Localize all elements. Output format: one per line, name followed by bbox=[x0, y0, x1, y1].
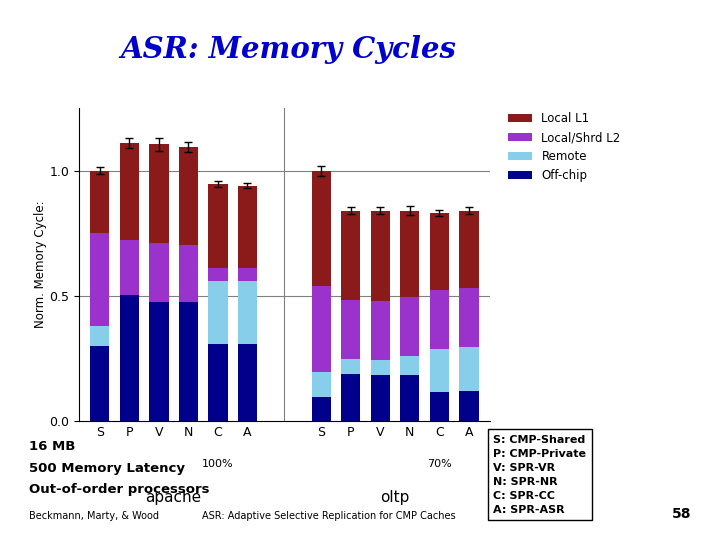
Text: 58: 58 bbox=[672, 507, 691, 521]
Bar bbox=[179, 245, 198, 302]
Bar bbox=[238, 186, 257, 268]
Text: oltp: oltp bbox=[380, 490, 410, 505]
Bar bbox=[400, 356, 420, 375]
Bar bbox=[459, 288, 479, 347]
Bar bbox=[179, 147, 198, 245]
Bar bbox=[120, 295, 139, 421]
Bar bbox=[90, 233, 109, 326]
Bar bbox=[90, 346, 109, 421]
Bar bbox=[341, 359, 361, 374]
Bar bbox=[90, 326, 109, 346]
Bar bbox=[400, 375, 420, 421]
Bar bbox=[430, 289, 449, 348]
Bar bbox=[341, 211, 361, 300]
Bar bbox=[459, 211, 479, 288]
Bar bbox=[459, 391, 479, 421]
Text: ASR: Memory Cycles: ASR: Memory Cycles bbox=[120, 35, 456, 64]
Text: Beckmann, Marty, & Wood: Beckmann, Marty, & Wood bbox=[29, 511, 159, 521]
Bar bbox=[371, 360, 390, 375]
Bar bbox=[371, 301, 390, 360]
Bar bbox=[371, 211, 390, 301]
Bar bbox=[90, 171, 109, 233]
Bar bbox=[179, 302, 198, 421]
Bar bbox=[430, 348, 449, 393]
Text: S: CMP-Shared
P: CMP-Private
V: SPR-VR
N: SPR-NR
C: SPR-CC
A: SPR-ASR: S: CMP-Shared P: CMP-Private V: SPR-VR N… bbox=[493, 435, 586, 515]
Bar bbox=[120, 240, 139, 295]
Bar bbox=[459, 347, 479, 391]
Bar bbox=[238, 343, 257, 421]
Y-axis label: Norm. Memory Cycle:: Norm. Memory Cycle: bbox=[34, 201, 47, 328]
Bar bbox=[312, 286, 331, 373]
Bar bbox=[312, 171, 331, 286]
Bar bbox=[238, 268, 257, 281]
Bar bbox=[312, 373, 331, 397]
Bar bbox=[208, 343, 228, 421]
Text: 16 MB: 16 MB bbox=[29, 440, 75, 453]
Bar bbox=[371, 375, 390, 421]
Bar bbox=[120, 143, 139, 240]
Bar bbox=[430, 213, 449, 289]
Text: apache: apache bbox=[145, 490, 202, 505]
Bar bbox=[400, 297, 420, 356]
Bar bbox=[149, 144, 168, 244]
Bar bbox=[208, 268, 228, 281]
Bar bbox=[238, 281, 257, 343]
Bar bbox=[312, 397, 331, 421]
Bar bbox=[341, 300, 361, 359]
Bar bbox=[400, 211, 420, 297]
Legend: Local L1, Local/Shrd L2, Remote, Off-chip: Local L1, Local/Shrd L2, Remote, Off-chi… bbox=[504, 107, 626, 187]
Bar bbox=[149, 244, 168, 302]
Bar bbox=[208, 281, 228, 343]
Bar bbox=[208, 185, 228, 268]
Bar bbox=[430, 393, 449, 421]
Bar bbox=[149, 302, 168, 421]
Text: 70%: 70% bbox=[427, 459, 451, 469]
Text: 500 Memory Latency: 500 Memory Latency bbox=[29, 462, 185, 475]
Text: 100%: 100% bbox=[202, 459, 234, 469]
Text: Out-of-order processors: Out-of-order processors bbox=[29, 483, 210, 496]
Bar bbox=[341, 374, 361, 421]
Text: ASR: Adaptive Selective Replication for CMP Caches: ASR: Adaptive Selective Replication for … bbox=[202, 511, 455, 521]
